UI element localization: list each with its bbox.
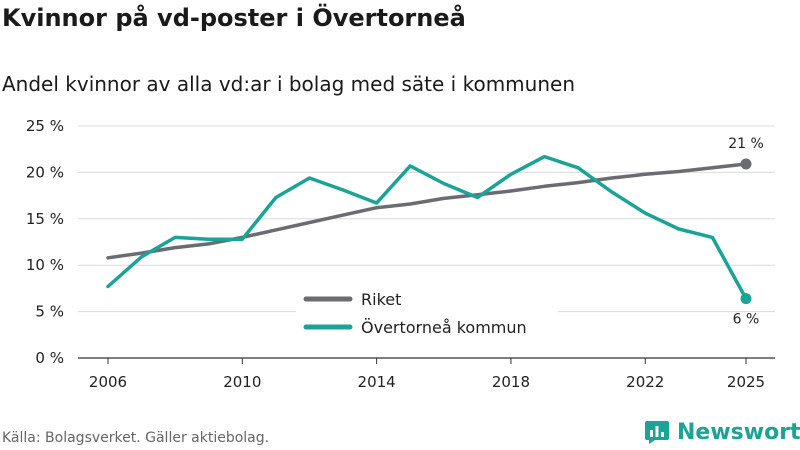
- y-tick-label: 25 %: [26, 117, 64, 135]
- source-note: Källa: Bolagsverket. Gäller aktiebolag.: [2, 430, 270, 446]
- x-tick-label: 2010: [223, 373, 261, 391]
- x-tick-label: 2025: [727, 373, 765, 391]
- y-tick-label: 0 %: [35, 349, 64, 367]
- end-value-label: 6 %: [733, 312, 760, 328]
- end-value-label: 21 %: [728, 136, 764, 152]
- brand-logo: Newsworthy: [644, 419, 800, 445]
- legend-box: [296, 286, 558, 340]
- brand-name: Newsworthy: [677, 419, 800, 445]
- y-tick-label: 15 %: [26, 210, 64, 228]
- series-line-overtornea: [106, 154, 748, 301]
- y-tick-label: 5 %: [35, 303, 64, 321]
- x-tick-label: 2014: [358, 373, 396, 391]
- series-end-point: [740, 158, 752, 170]
- y-tick-label: 10 %: [26, 256, 64, 274]
- x-tick-label: 2006: [89, 373, 127, 391]
- chart-title: Kvinnor på vd-poster i Övertorneå: [2, 4, 466, 32]
- y-tick-label: 20 %: [26, 163, 64, 181]
- legend-label: Riket: [361, 290, 401, 309]
- newsworthy-logo-icon: [645, 421, 669, 444]
- series-line-riket: [106, 162, 748, 260]
- legend-label: Övertorneå kommun: [361, 318, 527, 337]
- x-tick-label: 2022: [626, 373, 664, 391]
- series-end-point: [740, 293, 752, 305]
- chart-subtitle: Andel kvinnor av alla vd:ar i bolag med …: [2, 72, 575, 96]
- x-tick-label: 2018: [492, 373, 530, 391]
